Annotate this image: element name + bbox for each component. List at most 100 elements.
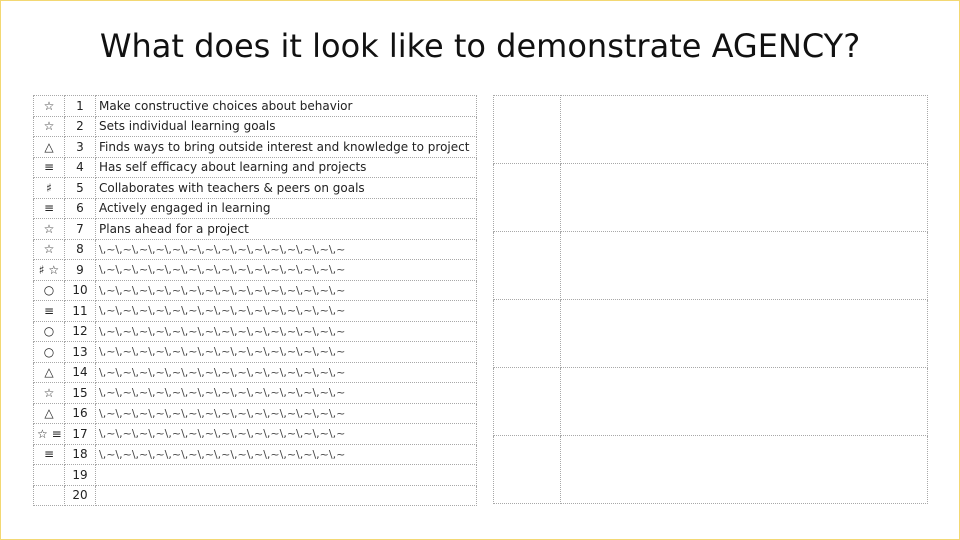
table-row: ☆ 15 \,~\,~\,~\,~\,~\,~\,~\,~\,~\,~\,~\,~\…	[33, 382, 477, 404]
row-symbol-cell[interactable]: △	[33, 136, 65, 158]
row-text-cell[interactable]: \,~\,~\,~\,~\,~\,~\,~\,~\,~\,~\,~\,~\,~\…	[95, 402, 477, 424]
row-number-cell[interactable]: 3	[64, 136, 96, 158]
row-number-cell[interactable]: 6	[64, 197, 96, 219]
row-number-cell[interactable]: 18	[64, 443, 96, 465]
row-symbol-cell[interactable]: ≡	[33, 443, 65, 465]
table-row: ≡ 11 \,~\,~\,~\,~\,~\,~\,~\,~\,~\,~\,~\,~\…	[33, 300, 477, 322]
row-text-cell[interactable]: Finds ways to bring outside interest and…	[95, 136, 477, 158]
row-text-cell[interactable]: \,~\,~\,~\,~\,~\,~\,~\,~\,~\,~\,~\,~\,~\…	[95, 300, 477, 322]
row-symbol-cell[interactable]: ☆ ≡	[33, 423, 65, 445]
row-text-cell[interactable]: \,~\,~\,~\,~\,~\,~\,~\,~\,~\,~\,~\,~\,~\…	[95, 361, 477, 383]
row-symbol-cell[interactable]: ☆	[33, 238, 65, 260]
row-text-cell[interactable]: \,~\,~\,~\,~\,~\,~\,~\,~\,~\,~\,~\,~\,~\…	[95, 423, 477, 445]
table-row	[493, 231, 928, 300]
table-row: △ 16 \,~\,~\,~\,~\,~\,~\,~\,~\,~\,~\,~\,~\…	[33, 402, 477, 424]
row-text-cell[interactable]: \,~\,~\,~\,~\,~\,~\,~\,~\,~\,~\,~\,~\,~\…	[95, 238, 477, 260]
table-row	[493, 435, 928, 504]
row-symbol-cell[interactable]	[33, 464, 65, 486]
row-number-cell[interactable]: 12	[64, 320, 96, 342]
row-text-cell[interactable]: Plans ahead for a project	[95, 218, 477, 240]
row-number-cell[interactable]: 7	[64, 218, 96, 240]
table-row: ≡ 4 Has self efficacy about learning and p…	[33, 156, 477, 178]
slide-title[interactable]: What does it look like to demonstrate AG…	[99, 27, 861, 65]
table-row: ☆ 2 Sets individual learning goals	[33, 115, 477, 137]
grid-cell-right[interactable]	[560, 299, 928, 368]
agency-list-table: ☆ 1 Make constructive choices about behavi…	[33, 95, 477, 506]
grid-cell-left[interactable]	[493, 367, 561, 436]
table-row: ☆ ≡ 17 \,~\,~\,~\,~\,~\,~\,~\,~\,~\,~\,~\,…	[33, 423, 477, 445]
grid-cell-left[interactable]	[493, 299, 561, 368]
row-symbol-cell[interactable]: ☆	[33, 218, 65, 240]
table-row: ○ 13 \,~\,~\,~\,~\,~\,~\,~\,~\,~\,~\,~\,~\…	[33, 341, 477, 363]
grid-cell-right[interactable]	[560, 163, 928, 232]
table-row	[493, 367, 928, 436]
grid-cell-left[interactable]	[493, 231, 561, 300]
row-number-cell[interactable]: 10	[64, 279, 96, 301]
row-text-cell[interactable]: Has self efficacy about learning and pro…	[95, 156, 477, 178]
row-symbol-cell[interactable]: ☆	[33, 382, 65, 404]
table-row: ♯ ☆ 9 \,~\,~\,~\,~\,~\,~\,~\,~\,~\,~\,~\,~…	[33, 259, 477, 281]
row-number-cell[interactable]: 17	[64, 423, 96, 445]
row-text-cell[interactable]: Sets individual learning goals	[95, 115, 477, 137]
row-number-cell[interactable]: 4	[64, 156, 96, 178]
table-row: ♯ 5 Collaborates with teachers & peers on …	[33, 177, 477, 199]
grid-cell-right[interactable]	[560, 367, 928, 436]
grid-cell-right[interactable]	[560, 95, 928, 164]
row-symbol-cell[interactable]: ♯	[33, 177, 65, 199]
row-symbol-cell[interactable]: ○	[33, 341, 65, 363]
table-row: ≡ 6 Actively engaged in learning	[33, 197, 477, 219]
table-row	[493, 95, 928, 164]
table-row: ○ 10 \,~\,~\,~\,~\,~\,~\,~\,~\,~\,~\,~\,~\…	[33, 279, 477, 301]
row-text-cell[interactable]: \,~\,~\,~\,~\,~\,~\,~\,~\,~\,~\,~\,~\,~\…	[95, 279, 477, 301]
row-symbol-cell[interactable]: ○	[33, 279, 65, 301]
row-symbol-cell[interactable]: ♯ ☆	[33, 259, 65, 281]
row-number-cell[interactable]: 8	[64, 238, 96, 260]
grid-cell-left[interactable]	[493, 95, 561, 164]
row-symbol-cell[interactable]: △	[33, 361, 65, 383]
grid-cell-right[interactable]	[560, 231, 928, 300]
row-text-cell[interactable]: \,~\,~\,~\,~\,~\,~\,~\,~\,~\,~\,~\,~\,~\…	[95, 341, 477, 363]
row-symbol-cell[interactable]: ≡	[33, 197, 65, 219]
row-text-cell[interactable]: Collaborates with teachers & peers on go…	[95, 177, 477, 199]
row-symbol-cell[interactable]: ☆	[33, 95, 65, 117]
row-symbol-cell[interactable]: ≡	[33, 156, 65, 178]
row-number-cell[interactable]: 19	[64, 464, 96, 486]
row-text-cell[interactable]: \,~\,~\,~\,~\,~\,~\,~\,~\,~\,~\,~\,~\,~\…	[95, 382, 477, 404]
table-row: ○ 12 \,~\,~\,~\,~\,~\,~\,~\,~\,~\,~\,~\,~\…	[33, 320, 477, 342]
row-number-cell[interactable]: 16	[64, 402, 96, 424]
row-number-cell[interactable]: 11	[64, 300, 96, 322]
table-row: ☆ 1 Make constructive choices about behavi…	[33, 95, 477, 117]
table-row	[493, 299, 928, 368]
table-row: 20	[33, 484, 477, 506]
row-text-cell[interactable]: Actively engaged in learning	[95, 197, 477, 219]
grid-cell-right[interactable]	[560, 435, 928, 504]
row-symbol-cell[interactable]: △	[33, 402, 65, 424]
row-symbol-cell[interactable]	[33, 484, 65, 506]
table-row: △ 14 \,~\,~\,~\,~\,~\,~\,~\,~\,~\,~\,~\,~\…	[33, 361, 477, 383]
row-number-cell[interactable]: 14	[64, 361, 96, 383]
row-text-cell[interactable]	[95, 484, 477, 506]
row-text-cell[interactable]: \,~\,~\,~\,~\,~\,~\,~\,~\,~\,~\,~\,~\,~\…	[95, 259, 477, 281]
row-number-cell[interactable]: 2	[64, 115, 96, 137]
table-row: ☆ 8 \,~\,~\,~\,~\,~\,~\,~\,~\,~\,~\,~\,~\,…	[33, 238, 477, 260]
row-text-cell[interactable]: \,~\,~\,~\,~\,~\,~\,~\,~\,~\,~\,~\,~\,~\…	[95, 320, 477, 342]
row-symbol-cell[interactable]: ○	[33, 320, 65, 342]
grid-cell-left[interactable]	[493, 435, 561, 504]
row-number-cell[interactable]: 20	[64, 484, 96, 506]
row-text-cell[interactable]	[95, 464, 477, 486]
empty-notes-table	[493, 95, 928, 504]
row-number-cell[interactable]: 1	[64, 95, 96, 117]
row-symbol-cell[interactable]: ☆	[33, 115, 65, 137]
row-text-cell[interactable]: \,~\,~\,~\,~\,~\,~\,~\,~\,~\,~\,~\,~\,~\…	[95, 443, 477, 465]
table-row: ☆ 7 Plans ahead for a project	[33, 218, 477, 240]
row-number-cell[interactable]: 5	[64, 177, 96, 199]
row-number-cell[interactable]: 13	[64, 341, 96, 363]
grid-cell-left[interactable]	[493, 163, 561, 232]
row-number-cell[interactable]: 9	[64, 259, 96, 281]
table-row: 19	[33, 464, 477, 486]
table-row: △ 3 Finds ways to bring outside interest a…	[33, 136, 477, 158]
row-text-cell[interactable]: Make constructive choices about behavior	[95, 95, 477, 117]
row-number-cell[interactable]: 15	[64, 382, 96, 404]
row-symbol-cell[interactable]: ≡	[33, 300, 65, 322]
